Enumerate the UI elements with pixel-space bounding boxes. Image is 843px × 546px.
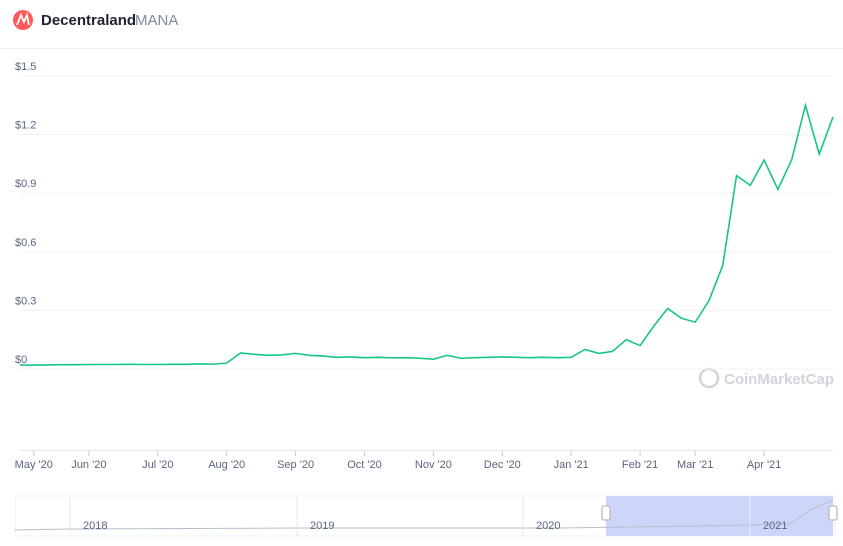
header-bg [0,0,843,48]
watermark-logo [698,367,720,389]
watermark: CoinMarketCap [724,371,834,388]
x-tick-label: Apr '21 [747,459,782,471]
x-tick-label: Feb '21 [622,459,658,471]
navigator-handle[interactable] [601,505,611,521]
x-tick-label: Mar '21 [677,459,713,471]
x-tick-label: Dec '20 [484,459,521,471]
y-tick-label: $0 [15,354,27,366]
x-tick-label: Jul '20 [142,459,173,471]
coin-name: Decentraland [41,12,136,29]
y-tick-label: $1.2 [15,120,36,132]
logo-mark [16,11,30,26]
y-tick-label: $1.5 [15,61,36,73]
navigator-label: 2021 [763,520,787,532]
y-tick-label: $0.6 [15,237,36,249]
y-tick-label: $0.3 [15,295,36,307]
navigator-line [14,499,834,531]
navigator-selection[interactable] [606,496,833,536]
navigator-label: 2019 [310,520,334,532]
x-tick-label: Sep '20 [277,459,314,471]
x-tick-label: Aug '20 [208,459,245,471]
x-tick-label: Oct '20 [347,459,382,471]
navigator-handle[interactable] [828,505,838,521]
navigator-label: 2020 [536,520,560,532]
x-tick-label: May '20 [15,459,53,471]
y-tick-label: $0.9 [15,178,36,190]
x-tick-label: Jun '20 [71,459,106,471]
coin-symbol: MANA [135,12,178,29]
x-tick-label: Nov '20 [415,459,452,471]
price-line [20,102,834,366]
x-tick-label: Jan '21 [554,459,589,471]
navigator-label: 2018 [83,520,107,532]
